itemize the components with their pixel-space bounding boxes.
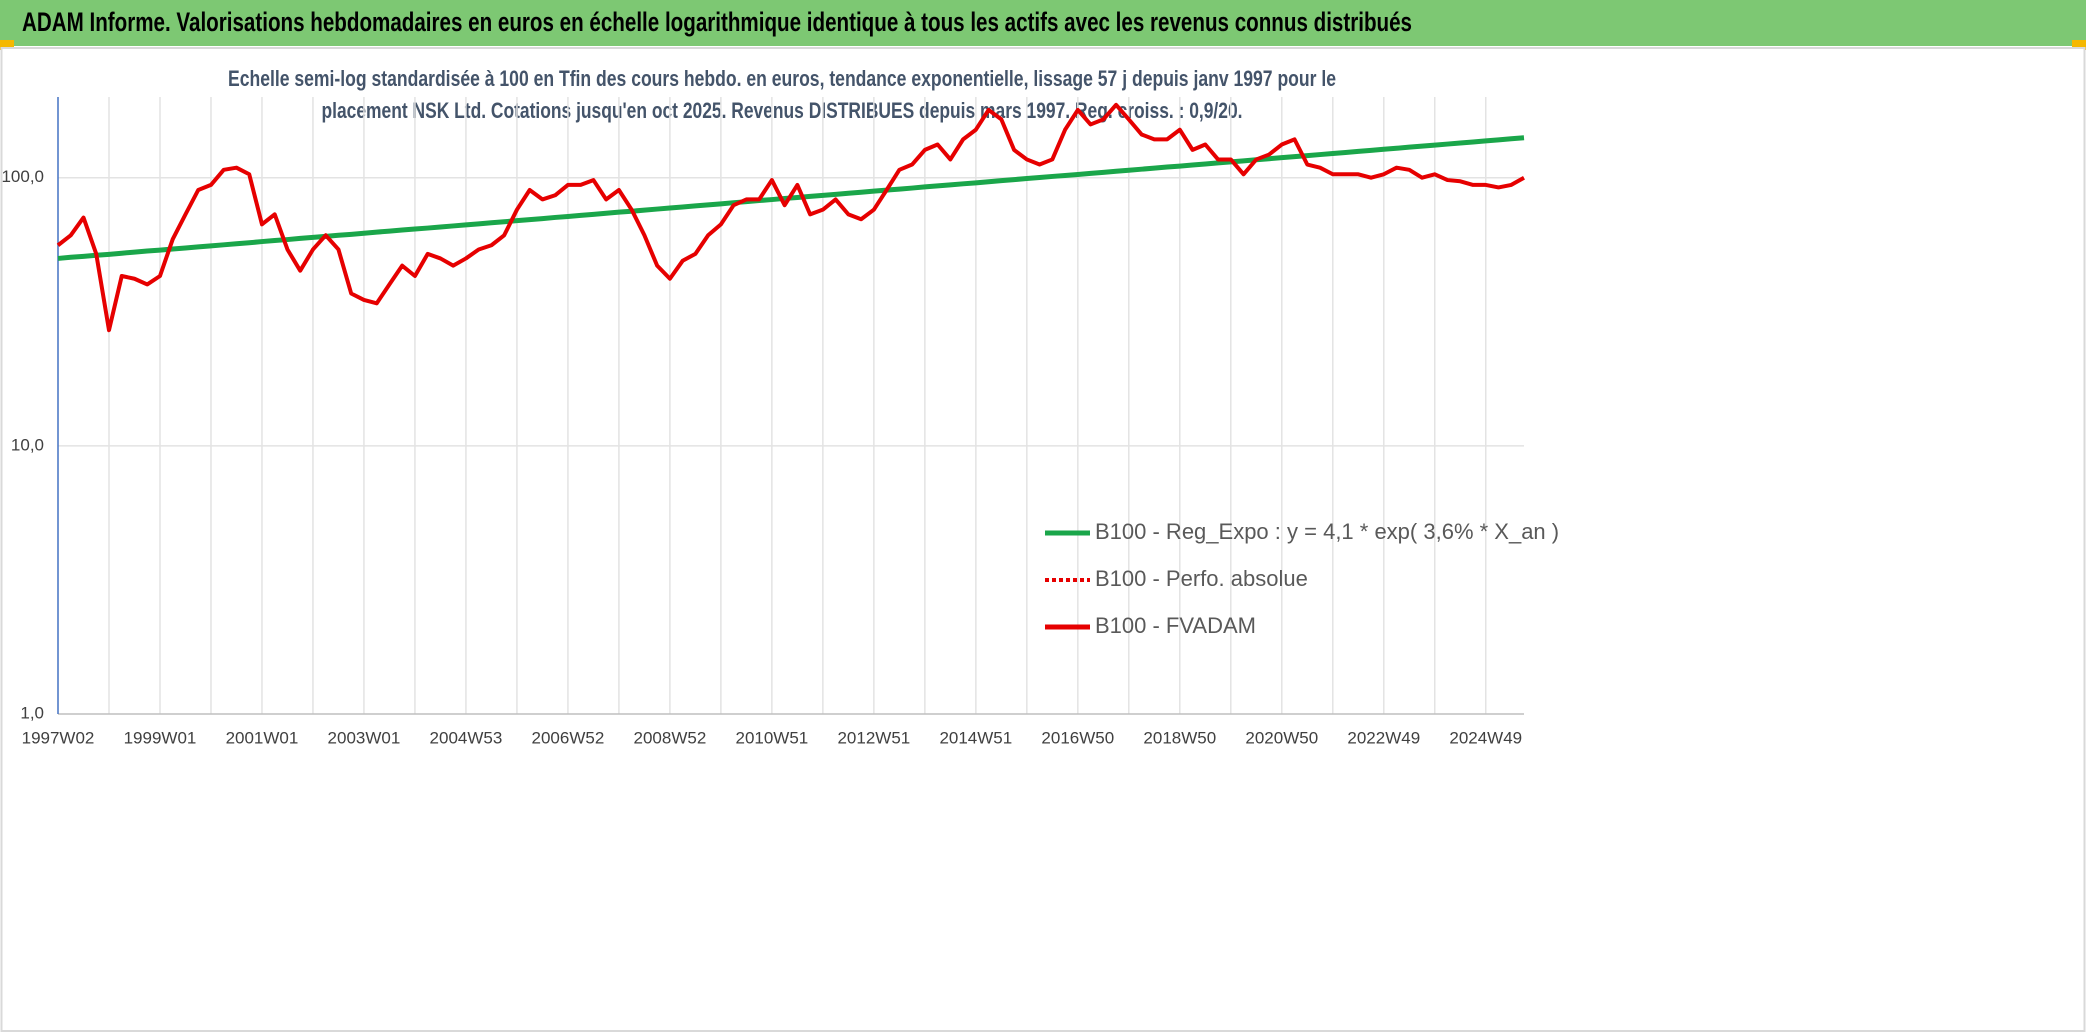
corner bbox=[2072, 40, 2086, 50]
x-tick-label: 2016W50 bbox=[1041, 728, 1114, 747]
series-line bbox=[56, 102, 1525, 333]
x-tick-label: 2010W51 bbox=[735, 728, 808, 747]
y-tick-label: 1,0 bbox=[20, 703, 44, 722]
chart-frame bbox=[0, 47, 2086, 1032]
chart-subtitle: Echelle semi-log standardisée à 100 en T… bbox=[228, 66, 1336, 91]
legend-label: B100 - Reg_Expo : y = 4,1 * exp( 3,6% * … bbox=[1095, 519, 1559, 544]
y-tick-label: 10,0 bbox=[11, 435, 44, 454]
x-tick-label: 1999W01 bbox=[124, 728, 197, 747]
header-bar bbox=[0, 0, 2086, 46]
x-tick-label: 2018W50 bbox=[1143, 728, 1216, 747]
x-tick-label: 1997W02 bbox=[22, 728, 95, 747]
x-tick-label: 2020W50 bbox=[1245, 728, 1318, 747]
legend-label: B100 - FVADAM bbox=[1095, 613, 1256, 638]
legend-label: B100 - Perfo. absolue bbox=[1095, 566, 1308, 591]
chart-subtitle: placement NSK Ltd. Cotations jusqu'en oc… bbox=[322, 98, 1243, 123]
x-tick-label: 2008W52 bbox=[634, 728, 707, 747]
y-tick-label: 100,0 bbox=[1, 167, 44, 186]
x-tick-label: 2003W01 bbox=[328, 728, 401, 747]
x-tick-label: 2001W01 bbox=[226, 728, 299, 747]
x-tick-label: 2012W51 bbox=[837, 728, 910, 747]
x-tick-label: 2004W53 bbox=[430, 728, 503, 747]
x-tick-label: 2006W52 bbox=[532, 728, 605, 747]
x-tick-label: 2014W51 bbox=[939, 728, 1012, 747]
x-tick-label: 2022W49 bbox=[1347, 728, 1420, 747]
corner bbox=[0, 40, 14, 50]
x-tick-label: 2024W49 bbox=[1449, 728, 1522, 747]
chart-title: ADAM Informe. Valorisations hebdomadaire… bbox=[22, 7, 1412, 37]
